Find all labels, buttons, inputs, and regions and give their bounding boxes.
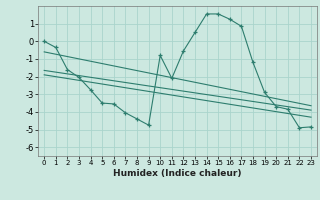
X-axis label: Humidex (Indice chaleur): Humidex (Indice chaleur) (113, 169, 242, 178)
